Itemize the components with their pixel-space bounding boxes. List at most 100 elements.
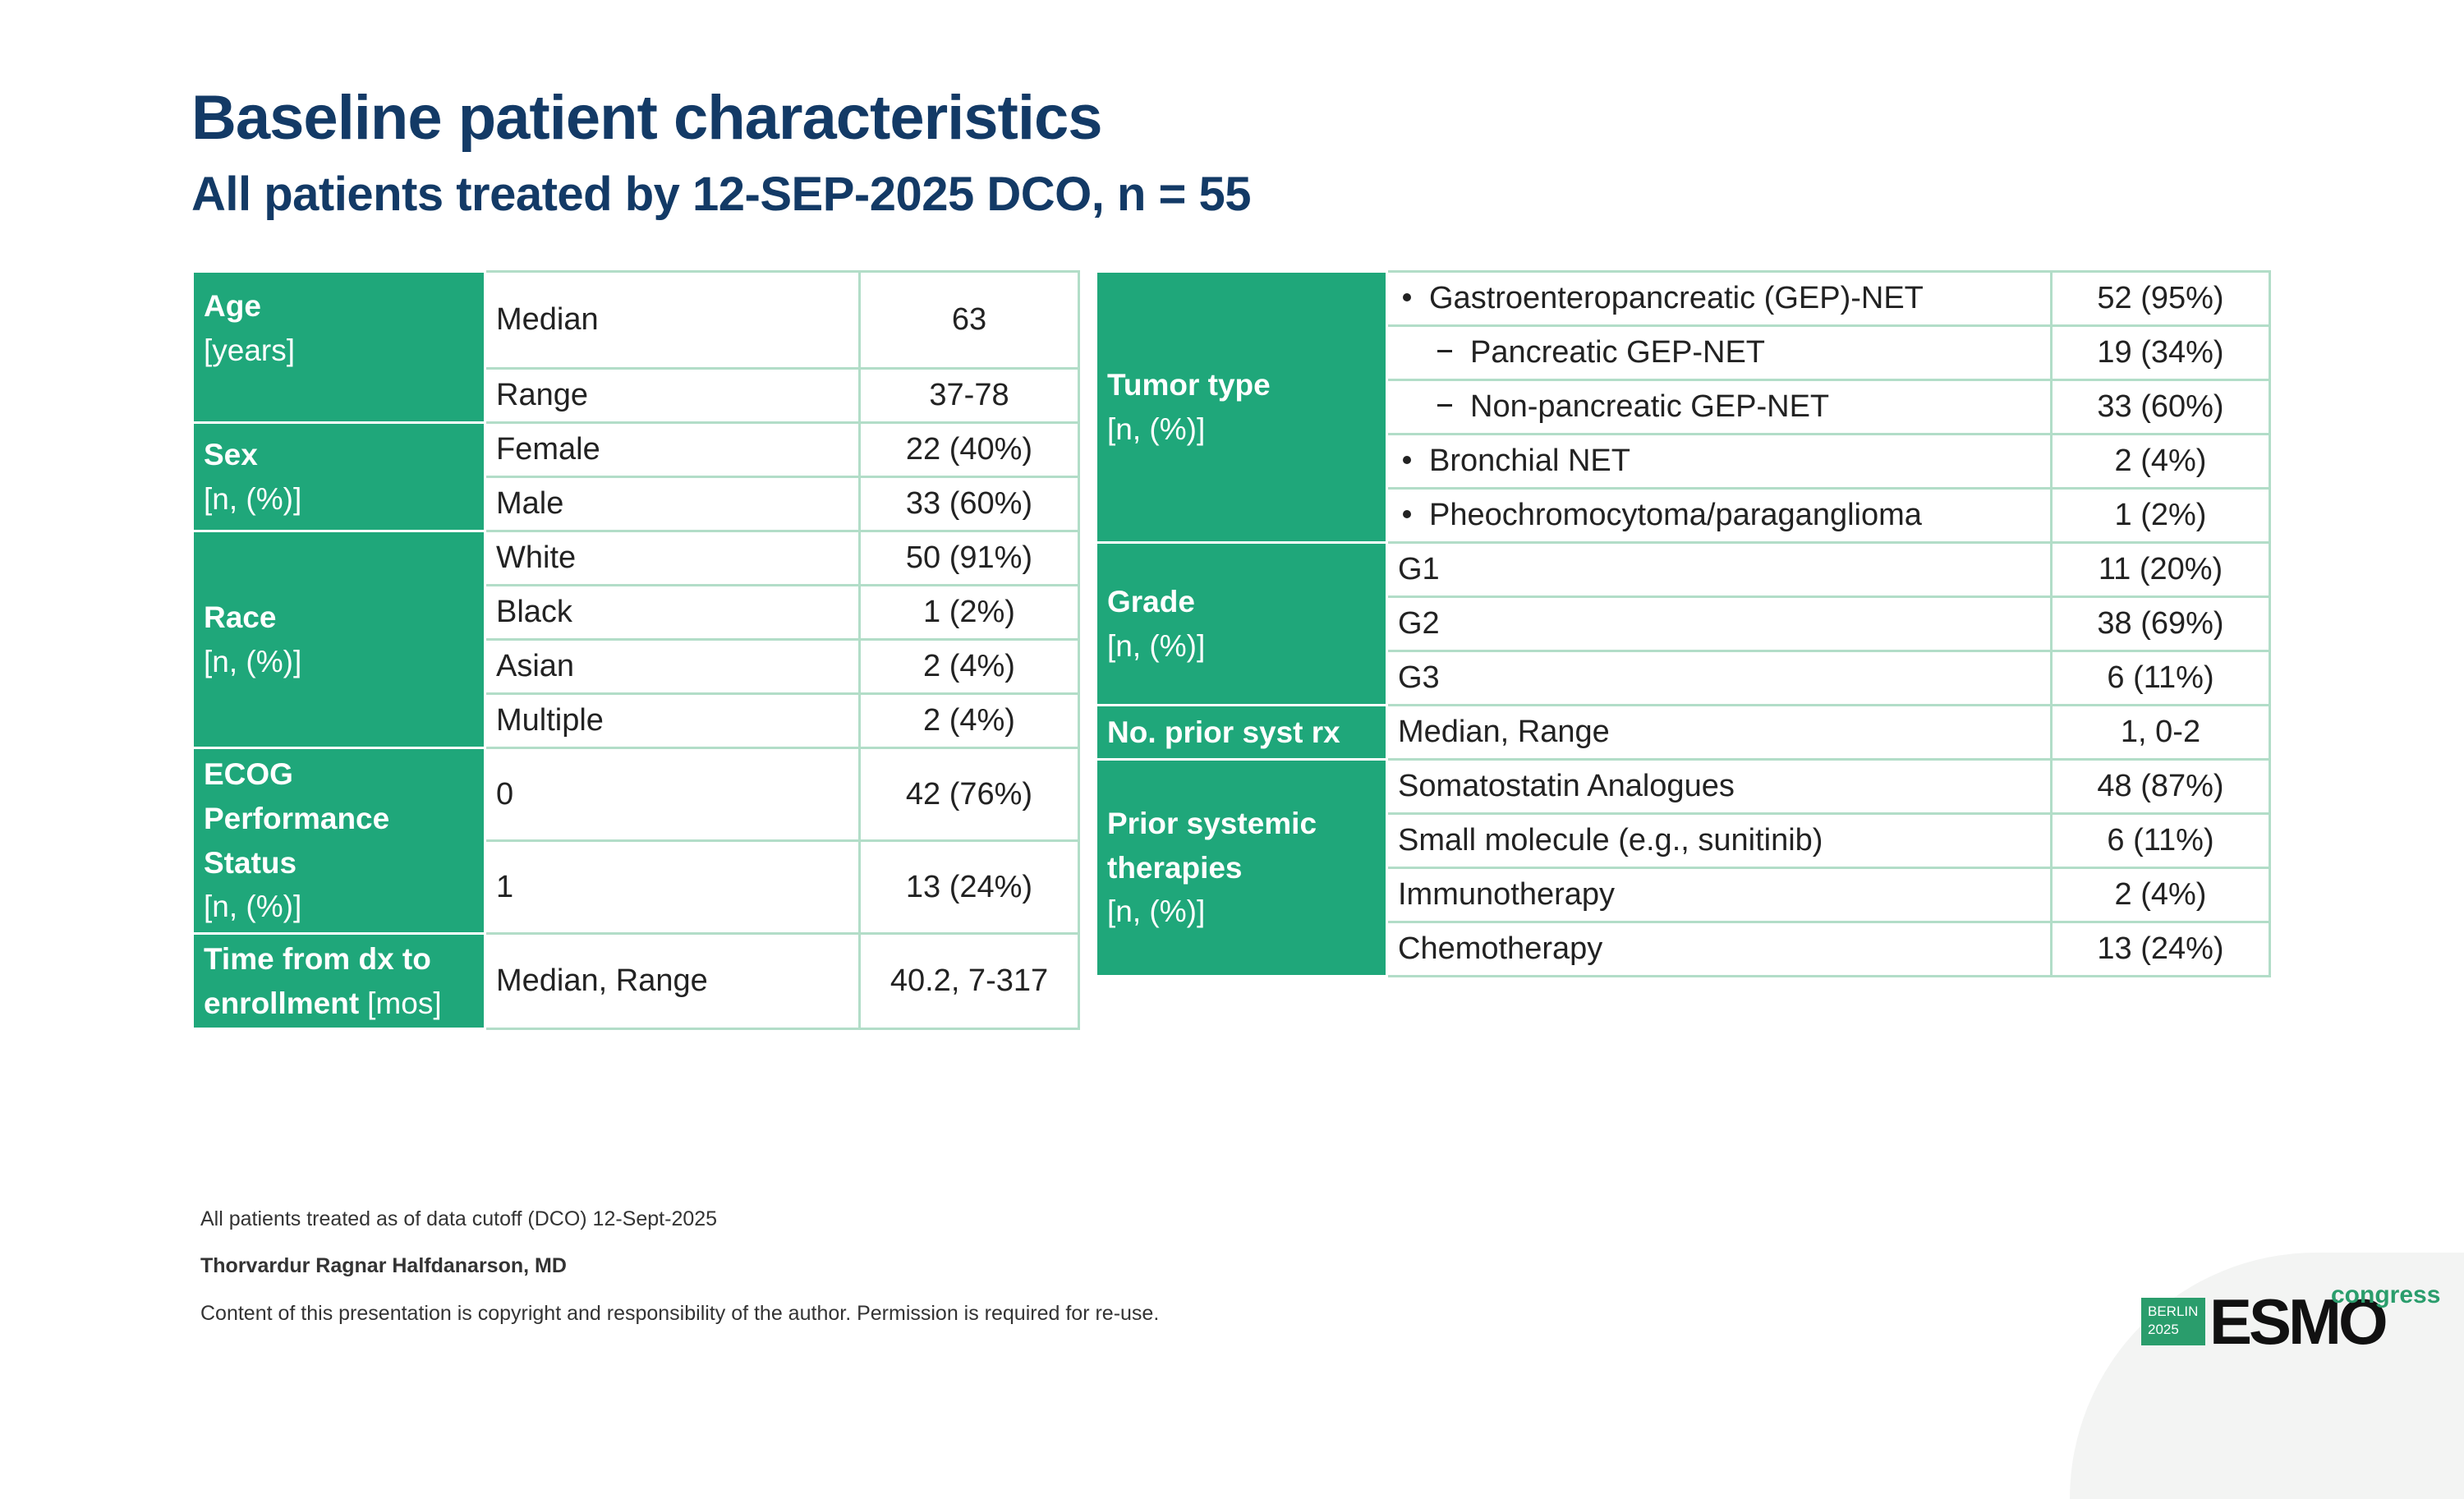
group-label: Grade [n, (%)]: [1095, 541, 1388, 706]
item-name: Pheochromocytoma/paraganglioma: [1429, 498, 1922, 532]
item-name: Chemotherapy: [1398, 931, 1603, 966]
item-cell: Bronchial NET: [1386, 433, 2053, 490]
item-name: Median, Range: [496, 963, 708, 998]
item-cell: 0: [484, 747, 861, 842]
item-cell: Range: [484, 367, 861, 424]
slide: Baseline patient characteristics All pat…: [191, 83, 2464, 1499]
item-cell: G3: [1386, 650, 2053, 706]
table-row: Age [years] Median 63: [191, 270, 1080, 424]
item-name: Black: [496, 595, 572, 629]
item-name: G2: [1398, 606, 1440, 641]
table-row: ECOG Performance Status [n, (%)] 0 42 (76%): [191, 747, 1080, 935]
right-table: Tumor type [n, (%)] Gastroenteropancreatic…: [1095, 270, 2271, 977]
item-cell: Somatostatin Analogues: [1386, 758, 2053, 815]
item-value: 1 (2%): [858, 584, 1080, 641]
item-cell: G2: [1386, 595, 2053, 652]
group-unit: [n, (%)]: [1107, 894, 1206, 929]
item-cell: White: [484, 530, 861, 586]
item-cell: Immunotherapy: [1386, 867, 2053, 923]
item-cell: Female: [484, 421, 861, 478]
item-value: 50 (91%): [858, 530, 1080, 586]
group-label: Sex [n, (%)]: [191, 421, 486, 532]
group-label: Prior systemic therapies [n, (%)]: [1095, 758, 1388, 977]
item-value: 13 (24%): [858, 839, 1080, 935]
table-row: Range 37-78: [193, 367, 1080, 424]
item-value: 33 (60%): [858, 476, 1080, 532]
item-cell: 1: [484, 839, 861, 935]
table-row: Chemotherapy 13 (24%): [1096, 921, 2271, 977]
item-cell: G1: [1386, 541, 2053, 598]
table-row: G3 6 (11%): [1096, 650, 2271, 706]
item-name: Small molecule (e.g., sunitinib): [1398, 823, 1823, 858]
table-row: Asian 2 (4%): [193, 638, 1080, 695]
left-table: Age [years] Median 63 Range 37-78 Sex [n, (%)] F…: [191, 270, 1080, 1030]
list-marker: [1437, 404, 1452, 407]
item-cell: Median: [484, 270, 861, 370]
item-value: 2 (4%): [858, 692, 1080, 749]
item-value: 40.2, 7-317: [858, 932, 1080, 1030]
logo-year: 2025: [2148, 1322, 2179, 1337]
group-unit: [n, (%)]: [204, 644, 302, 678]
table-row: 1 13 (24%): [193, 839, 1080, 935]
group-title: No. prior syst rx: [1107, 715, 1340, 749]
table-row: Multiple 2 (4%): [193, 692, 1080, 749]
table-row: Time from dx to enrollment [mos] Median, R…: [191, 932, 1080, 1030]
table-row: Pheochromocytoma/paraganglioma 1 (2%): [1096, 487, 2271, 544]
item-cell: Non-pancreatic GEP-NET: [1386, 379, 2053, 435]
table-row: Tumor type [n, (%)] Gastroenteropancreatic…: [1095, 270, 2271, 544]
group-label: Race [n, (%)]: [191, 530, 486, 749]
group-label: Tumor type [n, (%)]: [1095, 270, 1388, 544]
group-title: Sex: [204, 437, 258, 471]
table-row: Male 33 (60%): [193, 476, 1080, 532]
author: Thorvardur Ragnar Halfdanarson, MD: [200, 1254, 567, 1277]
logo-badge: BERLIN 2025: [2141, 1298, 2205, 1345]
item-cell: Chemotherapy: [1386, 921, 2053, 977]
item-cell: Black: [484, 584, 861, 641]
group-unit: [mos]: [367, 986, 442, 1020]
item-value: 2 (4%): [858, 638, 1080, 695]
group-unit: [years]: [204, 333, 296, 367]
item-value: 19 (34%): [2050, 324, 2271, 381]
item-cell: Gastroenteropancreatic (GEP)-NET: [1386, 270, 2053, 327]
item-name: Immunotherapy: [1398, 877, 1616, 912]
item-name: Asian: [496, 649, 575, 683]
group-unit: [n, (%)]: [1107, 412, 1206, 446]
footnote: All patients treated as of data cutoff (…: [200, 1207, 718, 1230]
copyright: Content of this presentation is copyrigh…: [200, 1302, 1160, 1325]
item-value: 33 (60%): [2050, 379, 2271, 435]
item-value: 63: [858, 270, 1080, 370]
item-name: Gastroenteropancreatic (GEP)-NET: [1429, 281, 1924, 315]
group-title: Tumor type: [1107, 367, 1271, 402]
item-value: 6 (11%): [2050, 812, 2271, 869]
item-value: 22 (40%): [858, 421, 1080, 478]
item-name: Male: [496, 486, 564, 521]
item-value: 48 (87%): [2050, 758, 2271, 815]
table-row: Sex [n, (%)] Female 22 (40%): [191, 421, 1080, 532]
item-name: Pancreatic GEP-NET: [1470, 335, 1765, 370]
group-title: Prior systemic therapies: [1107, 807, 1317, 885]
item-value: 1 (2%): [2050, 487, 2271, 544]
item-name: White: [496, 540, 577, 575]
item-value: 1, 0-2: [2050, 704, 2271, 761]
group-label: Time from dx to enrollment [mos]: [191, 932, 486, 1030]
table-row: Prior systemic therapies [n, (%)] Somatost…: [1095, 758, 2271, 977]
item-cell: Asian: [484, 638, 861, 695]
list-marker: [1437, 350, 1452, 353]
table-row: Non-pancreatic GEP-NET 33 (60%): [1096, 379, 2271, 435]
table-row: Pancreatic GEP-NET 19 (34%): [1096, 324, 2271, 381]
table-row: Immunotherapy 2 (4%): [1096, 867, 2271, 923]
item-name: 0: [496, 776, 514, 812]
table-row: Bronchial NET 2 (4%): [1096, 433, 2271, 490]
table-row: G2 38 (69%): [1096, 595, 2271, 652]
group-unit: [n, (%)]: [1107, 628, 1206, 663]
item-name: G3: [1398, 660, 1440, 695]
logo-city: BERLIN: [2148, 1304, 2199, 1319]
table-row: Black 1 (2%): [193, 584, 1080, 641]
table-row: Small molecule (e.g., sunitinib) 6 (11%): [1096, 812, 2271, 869]
list-marker: [1403, 292, 1411, 301]
item-name: Bronchial NET: [1429, 444, 1630, 478]
group-unit: [n, (%)]: [204, 481, 302, 516]
group-title: Grade: [1107, 584, 1195, 618]
logo-event: congress: [2331, 1281, 2441, 1308]
item-value: 2 (4%): [2050, 867, 2271, 923]
